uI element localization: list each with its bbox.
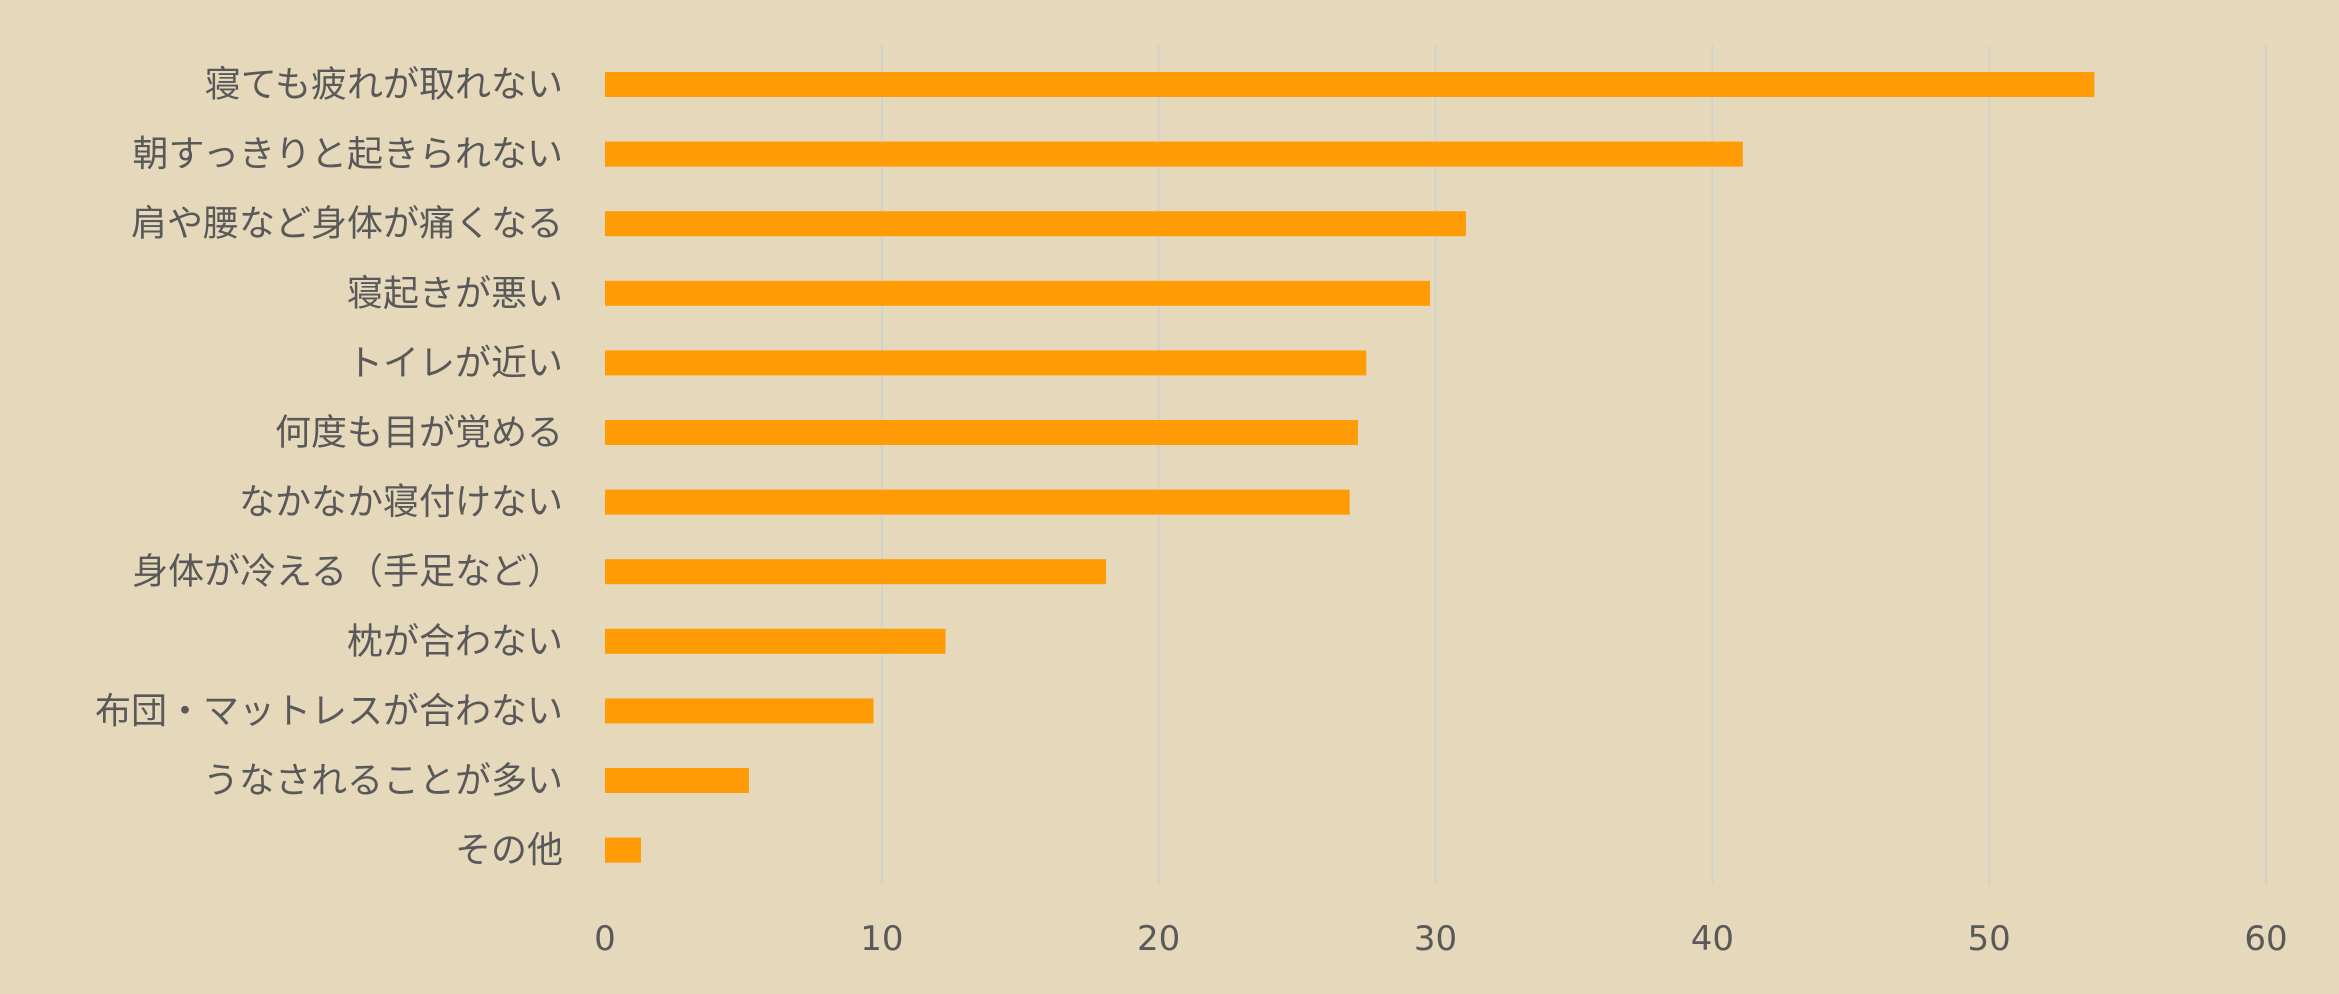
x-tick-label: 20 [1137, 919, 1180, 959]
grid-layer [880, 45, 2267, 885]
category-label: 朝すっきりと起きられない [132, 134, 563, 175]
bar-layer [605, 72, 2095, 863]
bar [605, 559, 1107, 585]
x-tick-label: 10 [860, 919, 903, 959]
x-axis-tick-layer: 0 10 20 30 40 50 60 [594, 919, 2287, 959]
x-tick-label: 50 [1968, 919, 2011, 959]
bar [605, 837, 641, 863]
category-label: 肩や腰など身体が痛くなる [131, 204, 563, 245]
category-label: 枕が合わない [347, 621, 563, 662]
bar [605, 420, 1358, 445]
category-label: 寝起きが悪い [347, 273, 563, 314]
category-label: 寝ても疲れが取れない [205, 65, 563, 106]
x-tick-label: 30 [1414, 919, 1457, 959]
x-tick-label: 0 [594, 919, 616, 959]
bar [605, 698, 874, 724]
x-tick-label: 60 [2244, 919, 2287, 959]
category-label: うなされることが多い [203, 761, 563, 802]
bar [605, 141, 1743, 167]
bar [605, 628, 946, 654]
bar [605, 72, 2095, 97]
bar [605, 280, 1430, 306]
category-label: 身体が冷える（手足など） [132, 552, 563, 593]
category-label: 何度も目が覚める [275, 413, 563, 454]
x-tick-label: 40 [1691, 919, 1734, 959]
category-label-layer: 寝ても疲れが取れない朝すっきりと起きられない肩や腰など身体が痛くなる寝起きが悪い… [95, 65, 563, 872]
bar [605, 489, 1350, 515]
category-label: トイレが近い [347, 343, 563, 384]
category-label: 布団・マットレスが合わない [95, 691, 563, 732]
category-label: なかなか寝付けない [239, 482, 563, 523]
category-label: その他 [455, 830, 563, 871]
bar [605, 211, 1466, 237]
bar [605, 350, 1367, 376]
bar [605, 768, 749, 793]
